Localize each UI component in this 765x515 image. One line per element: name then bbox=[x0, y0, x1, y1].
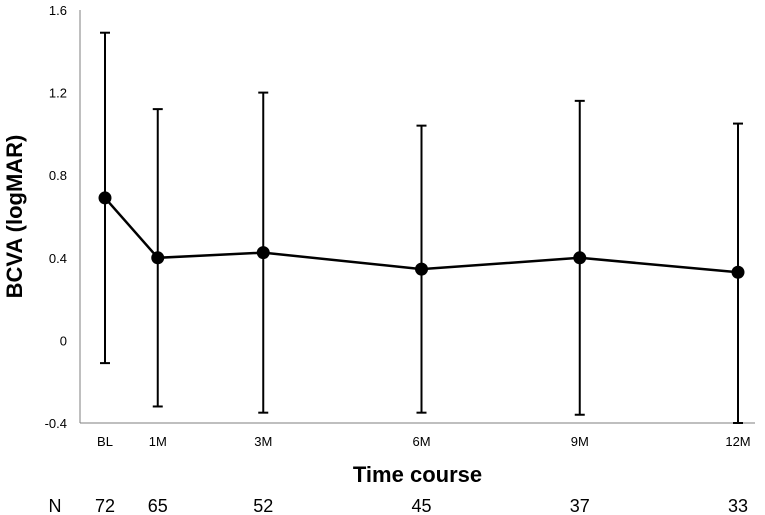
y-tick-label: -0.4 bbox=[45, 416, 67, 431]
ticks: -0.4 0 0.4 0.8 1.2 1.6 BL 1M 3M 6M 9M 12M bbox=[45, 3, 751, 449]
series-line bbox=[104, 197, 739, 274]
data-point bbox=[573, 251, 587, 265]
y-tick-label: 1.2 bbox=[49, 86, 67, 101]
y-tick-label: 0 bbox=[60, 333, 67, 348]
data-point bbox=[256, 246, 270, 260]
x-tick-label: 12M bbox=[725, 434, 750, 449]
data-point bbox=[151, 251, 165, 265]
x-tick-label: BL bbox=[97, 434, 113, 449]
data-point bbox=[731, 265, 745, 279]
n-value: 72 bbox=[95, 496, 115, 515]
n-value: 45 bbox=[411, 496, 431, 515]
x-tick-label: 6M bbox=[412, 434, 430, 449]
n-value: 52 bbox=[253, 496, 273, 515]
axes bbox=[79, 10, 755, 424]
n-value: 37 bbox=[570, 496, 590, 515]
labels: BCVA (logMAR) Time course N 72 65 52 45 37 33 bbox=[2, 135, 748, 515]
error-bars bbox=[100, 31, 743, 424]
y-tick-label: 1.6 bbox=[49, 3, 67, 18]
y-tick-label: 0.4 bbox=[49, 251, 67, 266]
y-axis-title: BCVA (logMAR) bbox=[2, 135, 27, 299]
y-tick-label: 0.8 bbox=[49, 168, 67, 183]
n-value: 33 bbox=[728, 496, 748, 515]
x-axis-title: Time course bbox=[353, 462, 482, 487]
x-tick-label: 3M bbox=[254, 434, 272, 449]
series bbox=[98, 191, 745, 279]
x-tick-label: 1M bbox=[149, 434, 167, 449]
data-point bbox=[98, 191, 112, 205]
data-point bbox=[415, 262, 428, 276]
n-value: 65 bbox=[148, 496, 168, 515]
x-tick-label: 9M bbox=[571, 434, 589, 449]
n-row-label: N bbox=[49, 496, 62, 515]
